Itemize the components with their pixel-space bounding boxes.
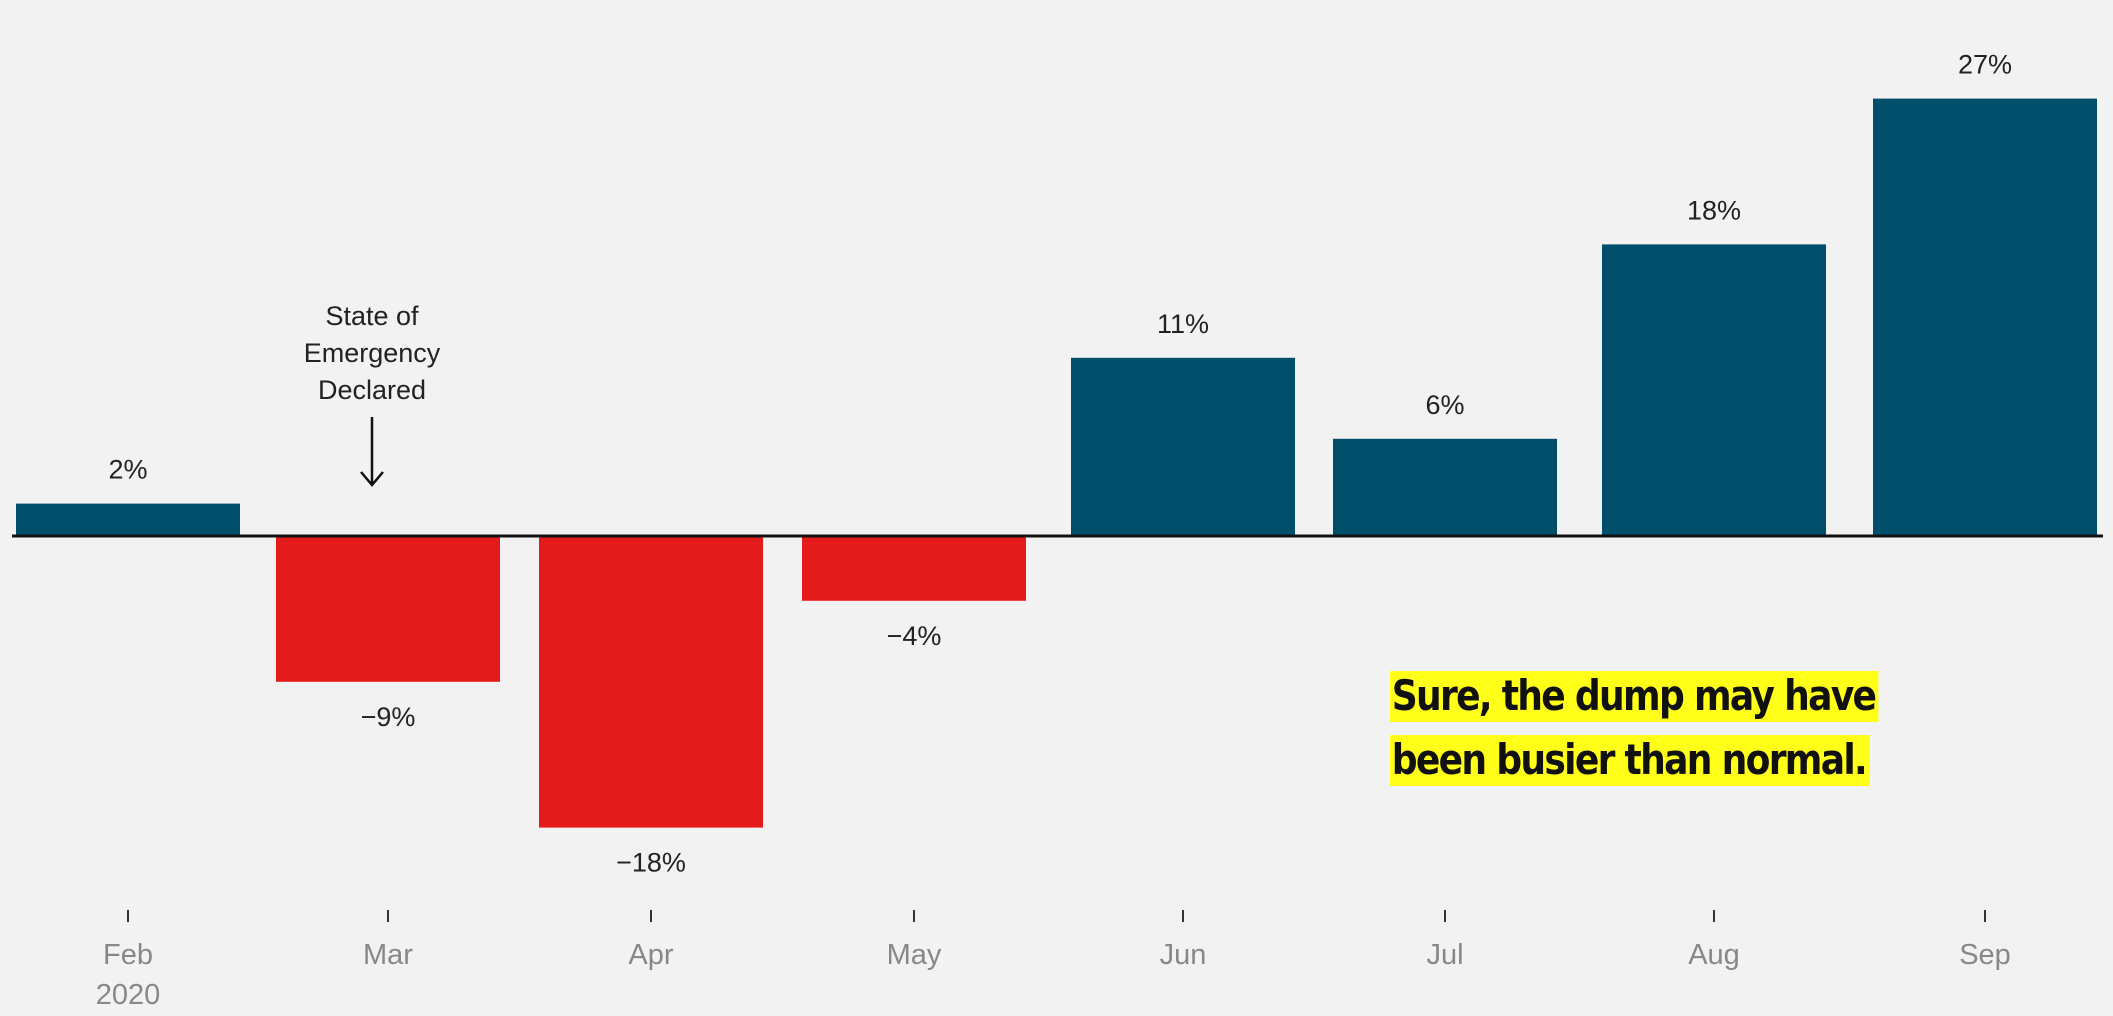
value-label-aug: 18% [1687,195,1741,225]
value-label-jun: 11% [1157,309,1209,339]
callout-note: Sure, the dump may have been busier than… [1390,664,1923,792]
bar-may [802,536,1026,601]
x-tick-label-aug: Aug [1688,939,1740,971]
down-arrow-icon [360,471,384,487]
annotation-line-1: State of [325,301,419,331]
bar-jun [1071,357,1295,536]
value-label-sep: 27% [1958,50,2012,80]
annotation-line-2: Emergency [304,338,441,368]
bar-apr [539,536,763,828]
value-label-jul: 6% [1425,390,1464,420]
x-axis: Feb Mar Apr May Jun Jul Aug Sep 2020 [96,910,2011,1011]
x-tick-label-mar: Mar [363,939,413,971]
emergency-annotation: State of Emergency Declared [304,301,441,487]
x-tick-label-feb: Feb [103,939,153,971]
x-tick-label-jul: Jul [1426,939,1463,971]
bar-feb [16,503,240,536]
value-labels-group: 2% −9% −18% −4% 11% 6% 18% 27% [108,50,2012,878]
bars-group [16,98,2097,828]
bar-jul [1333,438,1557,536]
value-label-mar: −9% [361,702,416,732]
bar-mar [276,536,500,682]
value-label-may: −4% [887,621,942,651]
bar-aug [1602,244,1826,536]
callout-text: Sure, the dump may have been busier than… [1390,671,1879,786]
x-tick-label-sep: Sep [1959,939,2011,971]
value-label-apr: −18% [616,848,686,878]
x-tick-label-jun: Jun [1160,939,1207,971]
x-tick-label-apr: Apr [628,939,673,971]
annotation-line-3: Declared [318,375,426,405]
x-year-label: 2020 [96,979,161,1011]
value-label-feb: 2% [108,455,147,485]
x-tick-label-may: May [887,939,942,971]
bar-sep [1873,98,2097,536]
